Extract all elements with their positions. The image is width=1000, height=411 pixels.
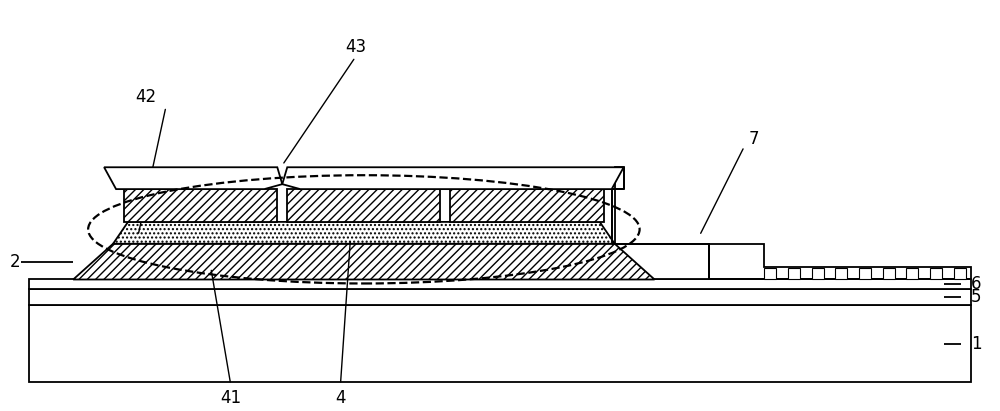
Polygon shape bbox=[764, 268, 776, 279]
Polygon shape bbox=[104, 167, 282, 189]
Polygon shape bbox=[930, 268, 942, 279]
Text: 1: 1 bbox=[971, 335, 981, 353]
Polygon shape bbox=[113, 222, 615, 244]
Polygon shape bbox=[954, 268, 966, 279]
Polygon shape bbox=[29, 305, 971, 382]
Text: 4: 4 bbox=[335, 389, 346, 407]
Polygon shape bbox=[612, 167, 971, 279]
Polygon shape bbox=[859, 268, 871, 279]
Text: 43: 43 bbox=[345, 38, 366, 56]
Polygon shape bbox=[29, 279, 971, 289]
Text: 41: 41 bbox=[220, 389, 241, 407]
Polygon shape bbox=[282, 167, 624, 189]
Polygon shape bbox=[124, 189, 277, 222]
Polygon shape bbox=[883, 268, 895, 279]
Text: 5: 5 bbox=[971, 289, 981, 306]
Text: 6: 6 bbox=[971, 275, 981, 293]
Polygon shape bbox=[29, 289, 971, 305]
Text: 42: 42 bbox=[135, 88, 157, 106]
Text: 2: 2 bbox=[9, 253, 20, 270]
Polygon shape bbox=[906, 268, 918, 279]
Polygon shape bbox=[835, 268, 847, 279]
Polygon shape bbox=[788, 268, 800, 279]
Polygon shape bbox=[812, 268, 824, 279]
Text: 7: 7 bbox=[749, 130, 760, 148]
Polygon shape bbox=[450, 189, 604, 222]
Polygon shape bbox=[73, 244, 655, 279]
Polygon shape bbox=[287, 189, 440, 222]
